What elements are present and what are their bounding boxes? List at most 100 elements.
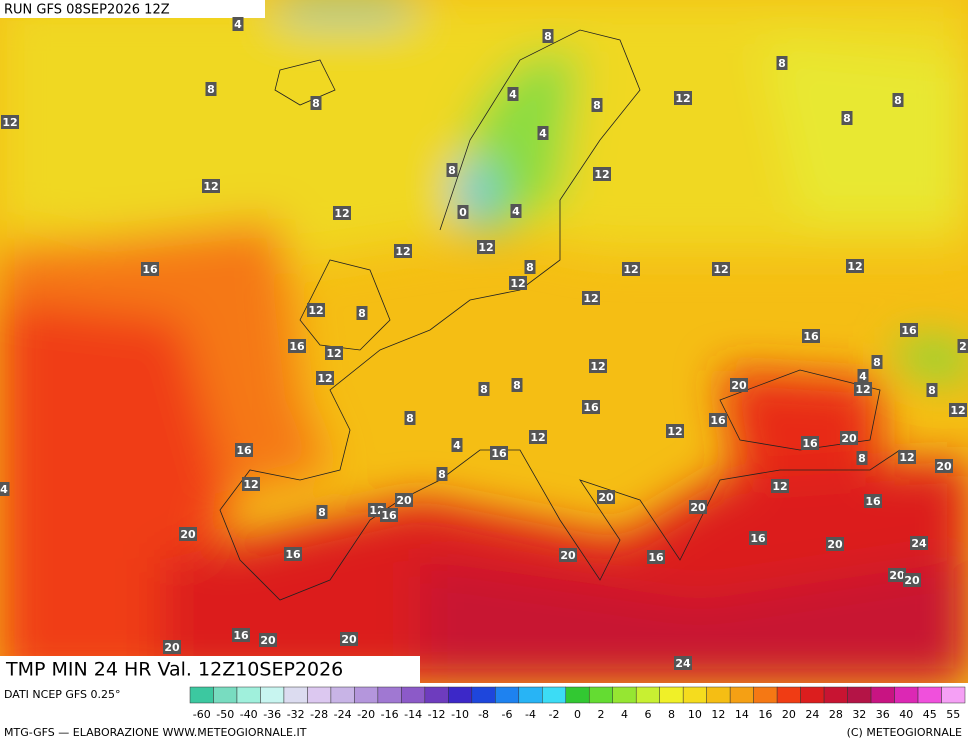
label-box [307,303,325,317]
temp-label: 8 [928,384,936,397]
label-box [888,568,906,582]
temp-label: 12 [847,260,862,273]
temp-label: 16 [233,629,249,642]
temp-label: 16 [236,444,252,457]
temp-label: 20 [841,432,857,445]
scale-label: -60 [193,708,211,721]
label-box [910,536,928,550]
label-box [801,436,819,450]
temp-label: 8 [513,379,521,392]
label-box [666,424,684,438]
temp-label: 16 [583,401,599,414]
temp-label: 16 [750,532,766,545]
label-box [898,450,916,464]
label-box [404,411,416,425]
temp-label: 16 [803,330,819,343]
temp-label: 8 [448,164,456,177]
scale-label: -14 [404,708,422,721]
label-box [451,438,463,452]
scale-swatch [870,686,895,704]
label-box [284,547,302,561]
label-box [846,259,864,273]
temp-label: 12 [667,425,682,438]
scale-swatch [283,686,308,704]
temp-label: 12 [950,404,965,417]
label-box [709,413,727,427]
label-box [559,548,577,562]
label-box [436,467,448,481]
temp-label: 16 [710,414,726,427]
temp-label: 12 [772,480,787,493]
scale-swatch [823,686,848,704]
map-title: TMP MIN 24 HR Val. 12Z10SEP2026 [5,659,343,681]
temp-label: 16 [802,437,818,450]
temp-label: 16 [648,551,664,564]
scale-label: 55 [946,708,960,721]
label-box [490,446,508,460]
label-box [141,262,159,276]
scale-label: 12 [711,708,725,721]
temp-label: 12 [395,245,410,258]
label-box [647,550,665,564]
scale-label: 24 [805,708,819,721]
temp-label: 12 [510,277,525,290]
temp-label: 12 [855,383,870,396]
scale-swatch [753,686,778,704]
temp-label: 12 [478,241,493,254]
label-box [854,382,872,396]
temp-label: 12 [594,168,609,181]
run-box [0,0,265,18]
label-box [582,400,600,414]
label-box [325,346,343,360]
scale-swatch [565,686,590,704]
source: DATI NCEP GFS 0.25° [4,688,121,701]
label-box [1,115,19,129]
label-box [856,451,868,465]
label-box [622,262,640,276]
temp-label: 12 [583,292,598,305]
label-box [826,537,844,551]
temp-label: 8 [873,356,881,369]
scale-label: -50 [216,708,234,721]
scale-label: 32 [852,708,866,721]
label-box [179,527,197,541]
label-box [477,240,495,254]
temp-label: 12 [675,92,690,105]
temp-label: 8 [544,30,552,43]
label-box [957,339,968,353]
scale-swatch [588,686,613,704]
label-box [892,93,904,107]
label-box [597,490,615,504]
color-scale: -60 -50 -40 -36 -32 -28 -24 -20 -16 -14 -12 -10 -8 -6… [189,686,966,721]
temp-label: 16 [491,447,507,460]
label-box [457,205,469,219]
scale-label: 16 [758,708,772,721]
label-box [749,531,767,545]
label-box [589,359,607,373]
label-box [591,98,603,112]
scale-label: -16 [381,708,399,721]
label-box [903,573,921,587]
label-box [163,640,181,654]
temp-label: 12 [317,372,332,385]
label-box [356,306,368,320]
map-background [0,0,968,683]
scale-swatch [260,686,285,704]
temp-label: 8 [894,94,902,107]
label-box [871,355,883,369]
scale-swatch [518,686,543,704]
temp-label: 4 [0,483,8,496]
label-box [340,632,358,646]
label-box [507,87,519,101]
label-box [316,371,334,385]
label-box [935,459,953,473]
label-box [712,262,730,276]
scale-swatch [236,686,261,704]
temp-label: 8 [480,383,488,396]
label-box [478,382,490,396]
temp-label: 8 [843,112,851,125]
label-box [333,206,351,220]
temp-label: 0 [459,206,467,219]
scale-swatch [682,686,707,704]
scale-swatch [424,686,449,704]
